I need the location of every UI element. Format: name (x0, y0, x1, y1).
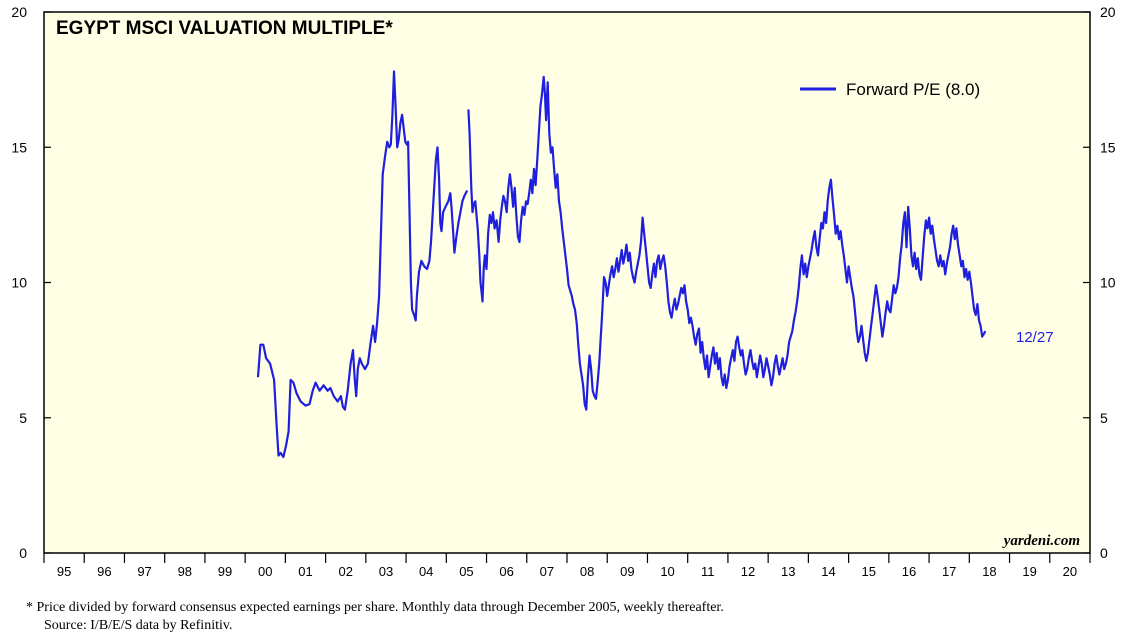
footnote-definition: * Price divided by forward consensus exp… (26, 600, 724, 615)
x-tick-label: 03 (379, 564, 393, 579)
x-tick-label: 17 (942, 564, 956, 579)
x-tick-label: 11 (701, 564, 715, 579)
y-tick-label-right: 20 (1100, 4, 1116, 20)
legend-label: Forward P/E (8.0) (846, 80, 980, 99)
y-tick-label-left: 0 (19, 545, 27, 561)
x-tick-label: 16 (902, 564, 916, 579)
y-tick-label-right: 0 (1100, 545, 1108, 561)
series-line-forward-pe (256, 70, 987, 459)
x-tick-label: 08 (580, 564, 594, 579)
y-tick-label-left: 10 (11, 275, 27, 291)
x-tick-label: 15 (861, 564, 875, 579)
footnote-source: Source: I/B/E/S data by Refinitiv. (44, 618, 233, 633)
plot-area (43, 11, 1091, 554)
x-tick-label: 02 (338, 564, 352, 579)
y-tick-label-right: 10 (1100, 275, 1116, 291)
x-tick-label: 09 (620, 564, 634, 579)
y-tick-label-right: 15 (1100, 139, 1116, 155)
x-tick-label: 01 (298, 564, 312, 579)
x-tick-label: 98 (178, 564, 192, 579)
x-tick-label: 10 (660, 564, 674, 579)
x-tick-label: 20 (1063, 564, 1077, 579)
x-tick-label: 97 (137, 564, 151, 579)
x-tick-label: 95 (57, 564, 71, 579)
x-tick-label: 99 (218, 564, 232, 579)
x-tick-label: 96 (97, 564, 111, 579)
x-tick-label: 19 (1022, 564, 1036, 579)
end-date-label: 12/27 (1016, 329, 1054, 346)
y-axis: 0 0 5 5 10 10 15 15 20 20 (11, 4, 1115, 561)
x-tick-label: 14 (821, 564, 835, 579)
x-tick-label: 05 (459, 564, 473, 579)
x-tick-label: 00 (258, 564, 272, 579)
y-tick-label-left: 20 (11, 4, 27, 20)
x-tick-label: 13 (781, 564, 795, 579)
x-axis: 95 96 97 98 99 00 01 02 03 04 05 06 07 08 09 10 11 12 13 14… (43, 553, 1091, 579)
y-tick-label-right: 5 (1100, 410, 1108, 426)
y-tick-label-left: 15 (11, 139, 27, 155)
legend: Forward P/E (8.0) (800, 80, 980, 99)
x-tick-label: 07 (540, 564, 554, 579)
x-tick-label: 04 (419, 564, 433, 579)
chart-title: EGYPT MSCI VALUATION MULTIPLE* (56, 18, 393, 39)
y-tick-label-left: 5 (19, 410, 27, 426)
watermark: yardeni.com (1002, 533, 1080, 549)
x-tick-label: 18 (982, 564, 996, 579)
x-tick-label: 12 (741, 564, 755, 579)
x-tick-label: 06 (499, 564, 513, 579)
